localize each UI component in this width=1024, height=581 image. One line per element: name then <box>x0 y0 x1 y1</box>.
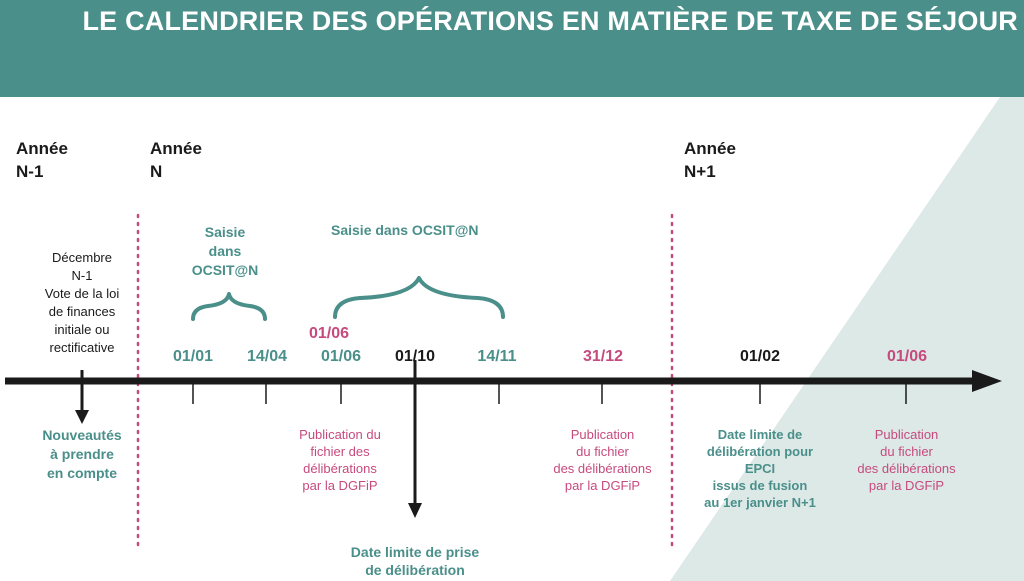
date-0101: 01/01 <box>172 348 214 365</box>
brace-saisie-2 <box>333 276 505 319</box>
date-0106-teal: 01/06 <box>320 348 362 365</box>
date-1411: 14/11 <box>477 348 517 365</box>
nouveautes-label: Nouveautés à prendre en compte <box>42 427 122 481</box>
saisie-label-2: Saisie dans OCSIT@N <box>331 222 479 238</box>
saisie-label-1: Saisie dans OCSIT@N <box>191 224 259 278</box>
date-0106-pink: 01/06 <box>309 325 350 342</box>
brace-saisie-1 <box>191 292 267 321</box>
arrow-nouveautes-head <box>75 410 89 424</box>
timeline-arrowhead <box>972 370 1002 392</box>
publication-label-3: Publication du fichier des délibérations… <box>857 427 956 493</box>
epci-label: Date limite de délibération pour EPCI is… <box>704 427 816 510</box>
year-label-n-1: Année N-1 <box>16 139 68 181</box>
date-limite-label: Date limite de prise de délibération <box>350 544 480 578</box>
date-0106-next: 01/06 <box>886 348 928 365</box>
header-banner: LE CALENDRIER DES OPÉRATIONS EN MATIÈRE … <box>0 0 1024 97</box>
december-note: Décembre N-1 Vote de la loi de finances … <box>44 250 120 355</box>
date-0102: 01/02 <box>739 348 781 365</box>
page-title: LE CALENDRIER DES OPÉRATIONS EN MATIÈRE … <box>82 6 1018 36</box>
year-label-n1: Année N+1 <box>684 139 736 181</box>
date-3112: 31/12 <box>582 348 624 365</box>
publication-label-2: Publication du fichier des délibérations… <box>553 427 652 493</box>
date-0110: 01/10 <box>394 348 436 365</box>
publication-label-1: Publication du fichier des délibérations… <box>299 427 381 493</box>
date-1404: 14/04 <box>246 348 288 365</box>
background-tint-triangle <box>670 97 1024 581</box>
year-label-n: Année N <box>150 139 202 181</box>
arrow-date-limite-head <box>408 503 422 518</box>
